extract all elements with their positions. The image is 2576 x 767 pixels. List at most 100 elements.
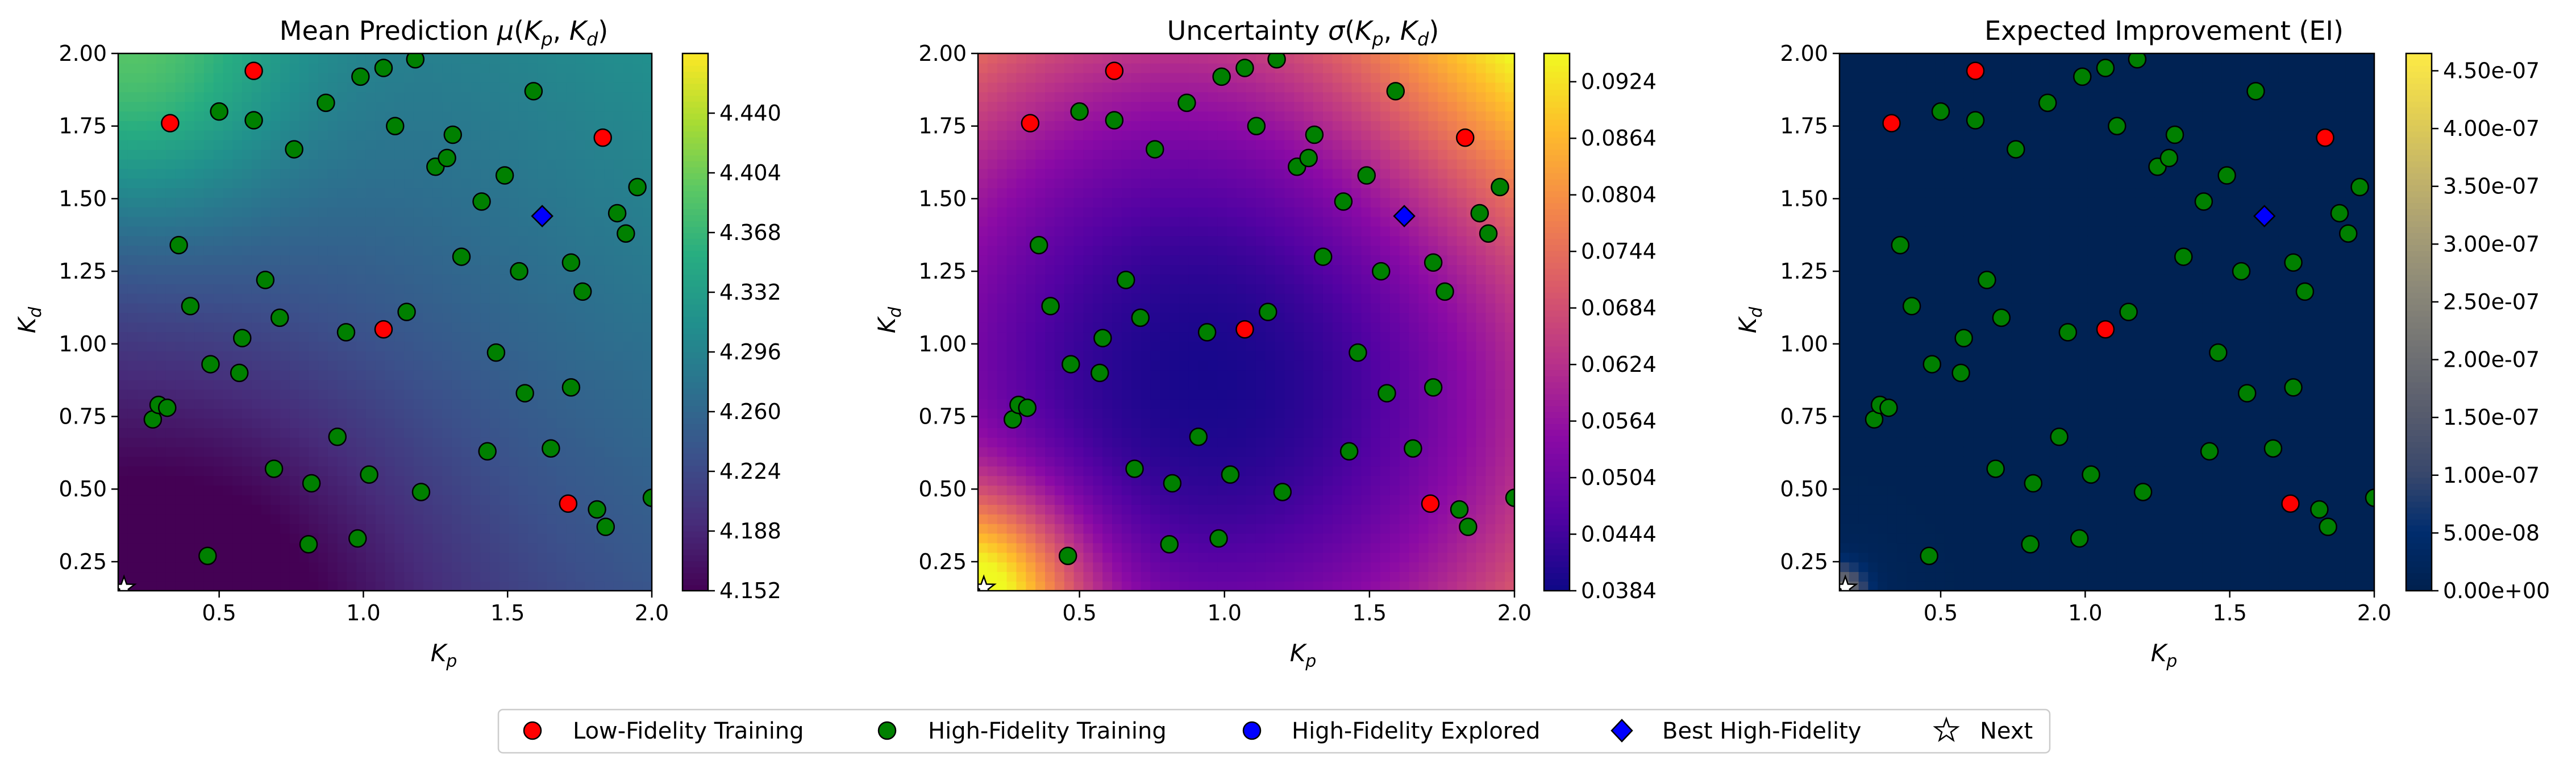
heatmap-cell — [1179, 207, 1189, 217]
heatmap-cell — [232, 284, 243, 294]
heatmap-cell — [1208, 456, 1218, 467]
heatmap-cell — [203, 245, 214, 256]
heatmap-cell — [261, 379, 272, 390]
heatmap-cell — [213, 284, 224, 294]
heatmap-cell — [1035, 168, 1046, 179]
heatmap-cell — [165, 542, 176, 553]
heatmap-cell — [1112, 245, 1122, 256]
heatmap-cell — [489, 571, 500, 582]
heatmap-cell — [1054, 312, 1065, 323]
heatmap-cell — [270, 245, 281, 256]
heatmap-cell — [203, 197, 214, 208]
heatmap-cell — [251, 360, 262, 371]
heatmap-cell — [1160, 379, 1170, 390]
heatmap-cell — [327, 370, 338, 380]
heatmap-cell — [375, 418, 386, 428]
heatmap-cell — [594, 399, 605, 409]
colorbar-swatch — [683, 549, 708, 555]
heatmap-cell — [194, 216, 205, 227]
heatmap-cell — [356, 428, 367, 438]
heatmap-cell — [1227, 514, 1237, 524]
heatmap-cell — [413, 216, 424, 227]
heatmap-cell — [575, 504, 586, 515]
heatmap-cell — [1198, 446, 1209, 457]
heatmap-cell — [261, 514, 272, 524]
heatmap-cell — [566, 360, 576, 371]
heatmap-cell — [365, 312, 376, 323]
heatmap-cell — [585, 456, 596, 467]
heatmap-cell — [509, 475, 519, 486]
heatmap-cell — [1121, 351, 1132, 361]
heatmap-cell — [385, 216, 396, 227]
heatmap-cell — [327, 130, 338, 140]
heatmap-cell — [270, 207, 281, 217]
heatmap-cell — [518, 456, 528, 467]
heatmap-cell — [518, 475, 528, 486]
heatmap-cell — [632, 284, 643, 294]
heatmap-cell — [147, 92, 157, 102]
x-tick-label: 2.0 — [635, 600, 669, 625]
heatmap-cell — [451, 456, 462, 467]
heatmap-cell — [632, 159, 643, 169]
heatmap-cell — [1227, 370, 1237, 380]
heatmap-cell — [309, 370, 319, 380]
heatmap-cell — [1054, 82, 1065, 93]
heatmap-cell — [165, 475, 176, 486]
heatmap-cell — [1170, 523, 1180, 534]
heatmap-cell — [1188, 111, 1199, 121]
heatmap-cell — [261, 255, 272, 266]
heatmap-cell — [1217, 121, 1228, 131]
heatmap-cell — [1054, 408, 1065, 419]
heatmap-cell — [1227, 485, 1237, 496]
heatmap-cell — [232, 53, 243, 64]
heatmap-cell — [299, 466, 310, 476]
heatmap-cell — [1246, 178, 1256, 189]
heatmap-cell — [327, 53, 338, 64]
heatmap-cell — [251, 82, 262, 93]
heatmap-cell — [1150, 389, 1161, 400]
heatmap-cell — [251, 533, 262, 544]
heatmap-cell — [1170, 264, 1180, 275]
heatmap-cell — [404, 456, 414, 467]
heatmap-cell — [327, 341, 338, 351]
heatmap-cell — [1045, 341, 1055, 351]
heatmap-cell — [156, 207, 167, 217]
heatmap-cell — [203, 571, 214, 582]
heatmap-cell — [1160, 63, 1170, 73]
heatmap-cell — [309, 226, 319, 237]
heatmap-cell — [509, 408, 519, 419]
heatmap-cell — [1064, 216, 1075, 227]
heatmap-cell — [1170, 389, 1180, 400]
heatmap-cell — [471, 360, 481, 371]
heatmap-cell — [156, 571, 167, 582]
heatmap-cell — [518, 216, 528, 227]
heatmap-cell — [232, 63, 243, 73]
heatmap-cell — [461, 428, 472, 438]
heatmap-cell — [1026, 178, 1036, 189]
heatmap-cell — [566, 514, 576, 524]
heatmap-cell — [528, 63, 538, 73]
heatmap-cell — [556, 533, 567, 544]
heatmap-cell — [261, 159, 272, 169]
heatmap-cell — [471, 562, 481, 573]
heatmap-cell — [223, 53, 234, 64]
heatmap-cell — [528, 552, 538, 563]
heatmap-cell — [1198, 514, 1209, 524]
heatmap-cell — [604, 274, 614, 284]
heatmap-cell — [528, 542, 538, 553]
heatmap-cell — [118, 82, 128, 93]
heatmap-cell — [432, 533, 443, 544]
heatmap-cell — [1208, 226, 1218, 237]
heatmap-cell — [432, 389, 443, 400]
heatmap-cell — [147, 466, 157, 476]
heatmap-cell — [1006, 130, 1017, 140]
heatmap-cell — [1054, 428, 1065, 438]
heatmap-cell — [289, 207, 300, 217]
heatmap-cell — [375, 446, 386, 457]
heatmap-cell — [1227, 495, 1237, 505]
heatmap-cell — [537, 581, 548, 591]
heatmap-cell — [127, 245, 138, 256]
heatmap-cell — [194, 130, 205, 140]
heatmap-cell — [165, 581, 176, 591]
heatmap-cell — [165, 207, 176, 217]
